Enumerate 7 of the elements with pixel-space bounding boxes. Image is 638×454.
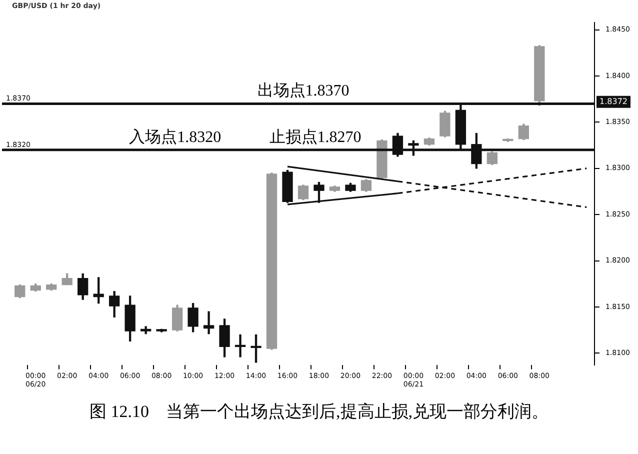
candlestick [234,334,246,358]
ref-line-label: 出场点1.8370 [257,82,350,100]
caption: 图 12.10 当第一个出场点达到后,提高止损,兑现一部分利润。 [88,401,550,423]
ref-line-label: 入场点1.8320 [129,128,222,146]
candlestick [203,311,214,334]
annotation: 1.8372 [600,96,628,106]
annotation: 止损点1.8270 [269,128,362,146]
